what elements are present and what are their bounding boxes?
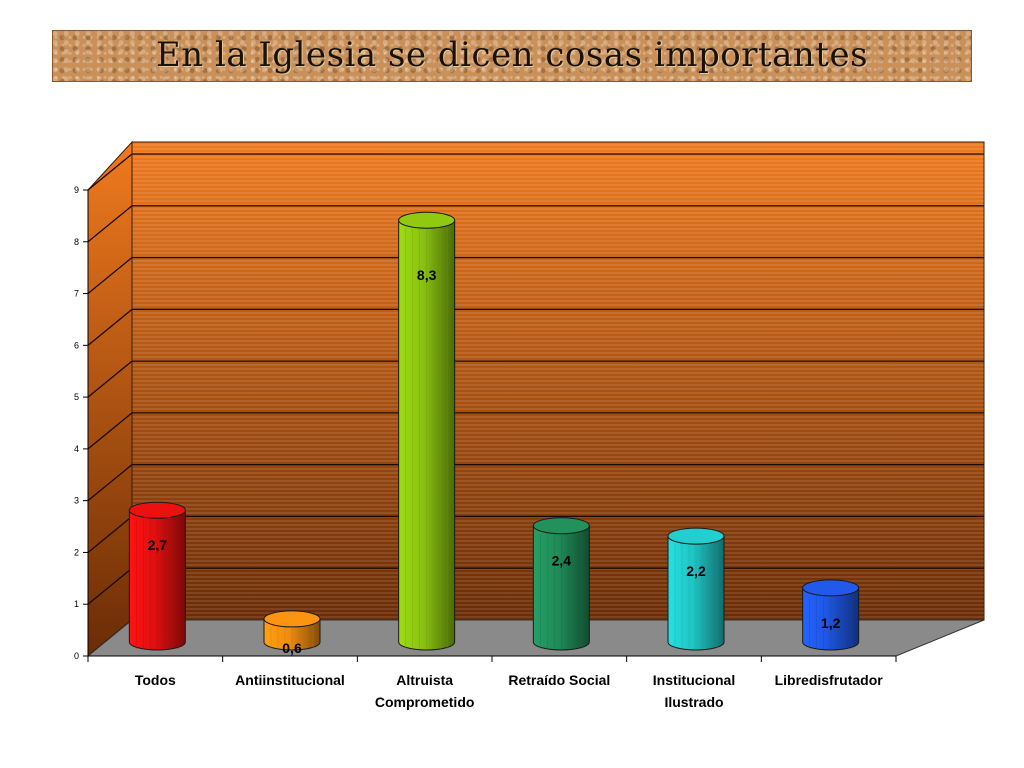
bar [128, 501, 186, 651]
bar [532, 517, 590, 651]
gridline-side [87, 412, 133, 450]
y-tick-label: 0 [74, 651, 79, 661]
y-tick-label: 1 [74, 599, 79, 609]
bar-top [802, 579, 860, 597]
x-tick-label: Libredisfrutador [775, 672, 884, 688]
y-tick-label: 7 [74, 289, 79, 299]
data-label: 8,3 [417, 267, 437, 283]
bar [667, 527, 725, 651]
data-label: 2,7 [148, 537, 168, 553]
data-label: 0,6 [282, 640, 302, 656]
slide-title: En la Iglesia se dicen cosas importantes [155, 35, 869, 75]
bar [263, 610, 321, 651]
gridline-side [87, 308, 133, 346]
y-tick-label: 6 [74, 340, 79, 350]
x-tick-label: Institucional Ilustrado [653, 672, 735, 710]
side-wall [87, 140, 133, 658]
x-tick-label: Altruista Comprometido [375, 672, 475, 710]
y-tick-label: 8 [74, 237, 79, 247]
y-tick-label: 2 [74, 547, 79, 557]
gridline-side [87, 515, 133, 553]
y-tick-label: 9 [74, 185, 79, 195]
bar-top [263, 610, 321, 628]
bar [398, 211, 456, 651]
gridline-side [87, 464, 133, 502]
bar-top [667, 527, 725, 545]
bar-top [398, 211, 456, 229]
data-label: 2,2 [686, 563, 706, 579]
title-banner: En la Iglesia se dicen cosas importantes [52, 30, 972, 82]
bar [802, 579, 860, 651]
gridline-side [87, 360, 133, 398]
gridline-side [87, 205, 133, 243]
x-tick-label: Antiinstitucional [235, 672, 345, 688]
data-label: 1,2 [821, 615, 841, 631]
bar-top [128, 501, 186, 519]
y-tick-label: 3 [74, 496, 79, 506]
x-tick-label: Retraído Social [508, 672, 610, 688]
y-tick-label: 4 [74, 444, 79, 454]
bar-top [532, 517, 590, 535]
gridline-side [87, 257, 133, 295]
gridline-side [87, 153, 133, 191]
gridline-side [87, 567, 133, 605]
data-label: 2,4 [552, 553, 572, 569]
y-tick-label: 5 [74, 392, 79, 402]
x-tick-label: Todos [135, 672, 176, 688]
